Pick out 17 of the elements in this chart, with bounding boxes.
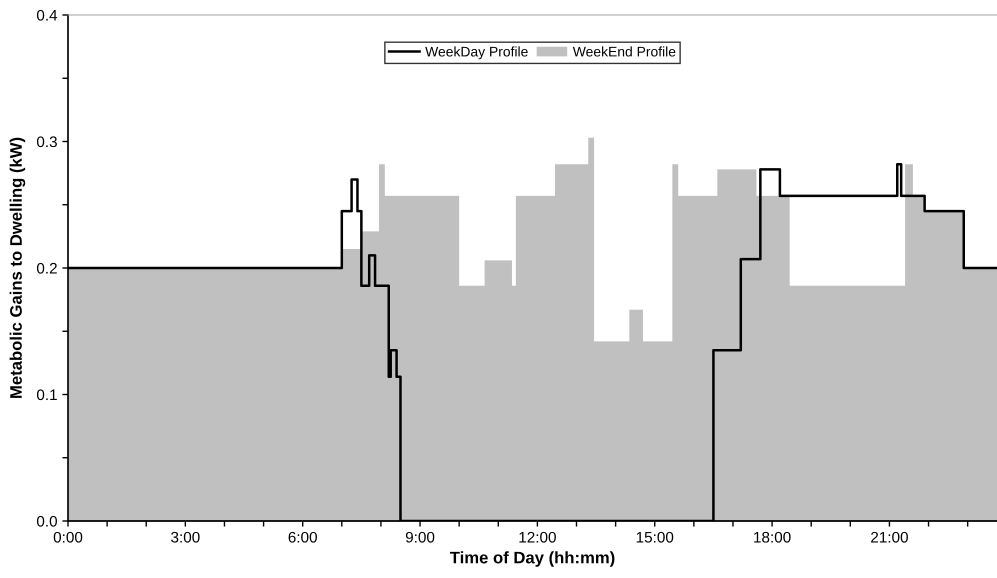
y-tick-label: 0.2 (36, 262, 57, 274)
y-tick-label: 0.1 (36, 389, 57, 400)
x-tick-label: 18:00 (754, 532, 791, 543)
y-tick-label: 0.3 (36, 136, 57, 148)
y-axis-title: Metabolic Gains to Dwelling (kW) (10, 138, 26, 398)
x-tick-label: 21:00 (871, 532, 908, 543)
legend-label: WeekDay Profile (425, 46, 528, 60)
x-tick-label: 15:00 (636, 532, 674, 543)
legend-label: WeekEnd Profile (572, 46, 676, 57)
x-tick-label: 3:00 (171, 532, 200, 543)
x-tick-label: 6:00 (288, 532, 317, 543)
x-axis-title: Time of Day (hh:mm) (450, 551, 614, 567)
x-tick-label: 0:00 (54, 532, 82, 543)
y-tick-label: 0.4 (36, 10, 58, 21)
y-tick-label: 0.0 (36, 516, 57, 527)
x-tick-label: 12:00 (519, 532, 556, 543)
x-tick-label: 9:00 (406, 532, 434, 543)
